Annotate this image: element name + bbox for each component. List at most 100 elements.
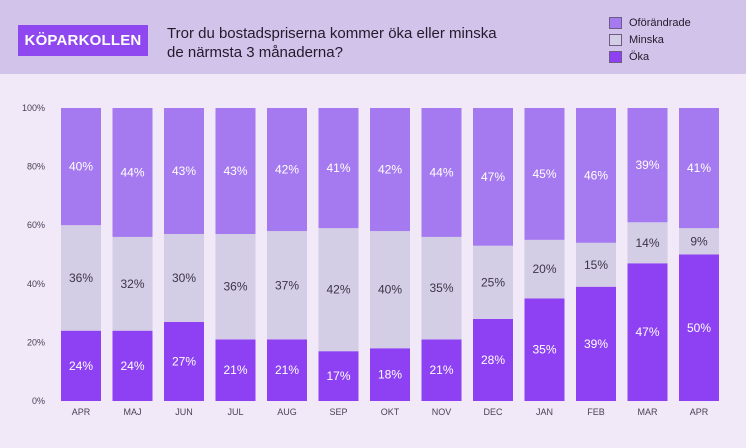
x-tick-label: APR (690, 407, 709, 417)
x-tick-label: OKT (381, 407, 400, 417)
data-label: 21% (429, 363, 453, 377)
x-tick-label: NOV (432, 407, 452, 417)
legend-item-oforandrade: Oförändrade (609, 14, 691, 31)
chart-title: Tror du bostadspriserna kommer öka eller… (167, 24, 547, 62)
bar-segment-ofrndrade (576, 108, 616, 243)
bar-segment-ofrndrade (421, 108, 462, 237)
y-tick-label: 40% (27, 279, 45, 289)
bar-segment-ofrndrade (627, 108, 668, 223)
y-tick-label: 20% (27, 337, 45, 347)
bar-segment-minska (267, 231, 307, 340)
bar-segment-minska (576, 242, 616, 287)
data-label: 24% (120, 359, 144, 373)
data-label: 24% (69, 359, 93, 373)
legend-swatch (609, 50, 622, 63)
data-label: 18% (378, 368, 402, 382)
data-label: 20% (532, 262, 556, 276)
bar-segment-minska (524, 239, 565, 299)
legend-label: Minska (629, 33, 664, 46)
y-tick-label: 60% (27, 220, 45, 230)
data-label: 32% (120, 277, 144, 291)
bar-segment-ka (164, 321, 204, 401)
legend-swatch (609, 16, 622, 29)
bar-segment-ofrndrade (318, 108, 359, 229)
x-tick-label: DEC (483, 407, 503, 417)
data-label: 42% (275, 163, 299, 177)
x-tick-label: AUG (277, 407, 297, 417)
data-label: 47% (635, 325, 659, 339)
bar-segment-ka (370, 348, 410, 401)
data-label: 42% (378, 163, 402, 177)
x-tick-label: JUL (227, 407, 243, 417)
data-label: 45% (532, 167, 556, 181)
y-tick-label: 80% (27, 162, 45, 172)
data-label: 37% (275, 278, 299, 292)
bar-segment-ka (576, 286, 616, 401)
data-label: 41% (687, 161, 711, 175)
x-tick-label: APR (72, 407, 91, 417)
bar-segment-ka (524, 298, 565, 401)
data-label: 40% (69, 160, 93, 174)
data-label: 17% (326, 369, 350, 383)
bar-segment-ka (679, 254, 719, 401)
data-label: 43% (172, 164, 196, 178)
data-label: 35% (429, 281, 453, 295)
chart-title-line-2: de närmsta 3 månaderna? (167, 44, 343, 61)
legend-label: Oförändrade (629, 16, 691, 29)
x-tick-label: MAJ (124, 407, 142, 417)
bar-segment-ka (61, 330, 101, 401)
data-label: 40% (378, 283, 402, 297)
bar-segment-minska (112, 236, 153, 331)
data-label: 36% (223, 280, 247, 294)
bar-segment-minska (215, 233, 256, 340)
x-tick-label: FEB (587, 407, 605, 417)
x-tick-label: JUN (175, 407, 193, 417)
bar-segment-ofrndrade (61, 108, 101, 226)
bar-segment-ofrndrade (370, 108, 410, 232)
bar-segment-minska (627, 222, 668, 264)
data-label: 47% (481, 170, 505, 184)
data-label: 30% (172, 271, 196, 285)
bar-segment-ka (473, 318, 513, 401)
y-tick-label: 100% (22, 103, 45, 113)
y-tick-label: 0% (32, 396, 45, 406)
data-label: 35% (532, 343, 556, 357)
data-label: 21% (223, 363, 247, 377)
bar-segment-minska (679, 228, 719, 255)
data-label: 50% (687, 321, 711, 335)
chart-title-line-1: Tror du bostadspriserna kommer öka eller… (167, 25, 497, 42)
data-label: 44% (120, 165, 144, 179)
data-label: 43% (223, 164, 247, 178)
bar-segment-ofrndrade (524, 108, 565, 240)
legend: Oförändrade Minska Öka (609, 14, 691, 65)
bar-segment-minska (318, 228, 359, 352)
legend-item-minska: Minska (609, 31, 691, 48)
data-label: 39% (635, 158, 659, 172)
data-label: 44% (429, 165, 453, 179)
data-label: 28% (481, 353, 505, 367)
data-label: 15% (584, 258, 608, 272)
legend-swatch (609, 33, 622, 46)
bar-segment-minska (421, 236, 462, 340)
brand-logo: KÖPARKOLLEN (18, 25, 148, 56)
bar-segment-ka (421, 339, 462, 401)
bar-segment-ka (112, 330, 153, 401)
legend-item-oka: Öka (609, 48, 691, 65)
data-label: 42% (326, 283, 350, 297)
bar-segment-ka (627, 263, 668, 401)
bar-segment-ofrndrade (215, 108, 256, 234)
x-tick-label: MAR (638, 407, 659, 417)
data-label: 36% (69, 271, 93, 285)
bar-segment-minska (370, 231, 410, 349)
bar-segment-ofrndrade (267, 108, 307, 232)
header-banner: KÖPARKOLLEN Tror du bostadspriserna komm… (0, 0, 746, 74)
bar-segment-ofrndrade (473, 108, 513, 246)
data-label: 14% (635, 236, 659, 250)
legend-label: Öka (629, 50, 650, 63)
stacked-bar-chart: 0% 20% 40% 60% 80% 100% 24% 36% 40% APR 24% 32% 44% M… (22, 103, 719, 417)
bar-segment-minska (164, 233, 204, 322)
data-label: 21% (275, 363, 299, 377)
bar-segment-ka (318, 351, 359, 401)
data-label: 41% (326, 161, 350, 175)
data-label: 27% (172, 354, 196, 368)
